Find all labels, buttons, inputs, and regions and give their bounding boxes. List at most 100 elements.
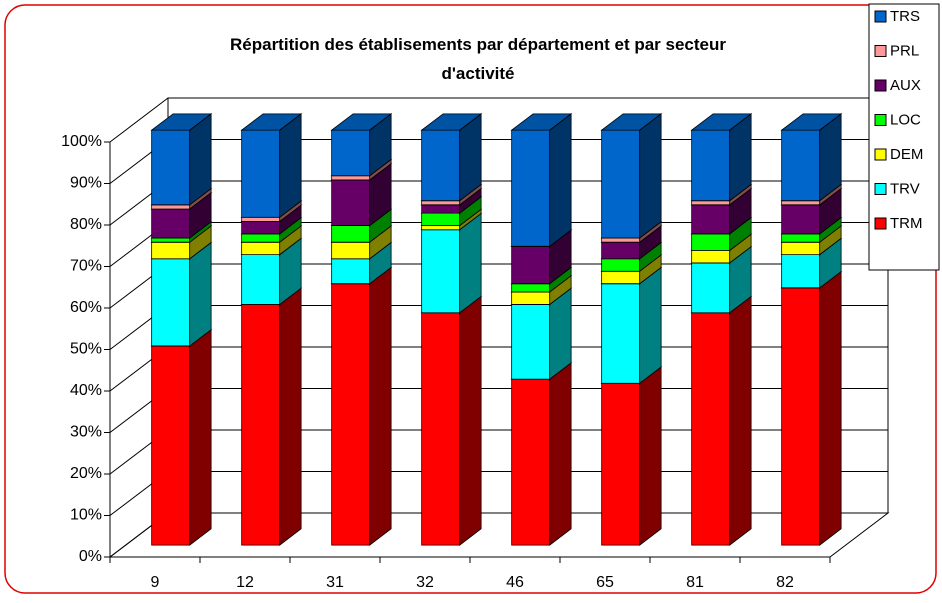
legend: TRS PRL AUX LOC DEM TRV TRM <box>868 3 940 271</box>
x-tick-label: 82 <box>776 574 794 591</box>
bar <box>331 225 371 243</box>
bar-side <box>639 113 662 239</box>
bar <box>331 175 371 181</box>
bar-top <box>690 113 753 131</box>
bar <box>421 229 461 314</box>
bar <box>241 233 281 243</box>
bar <box>781 241 821 256</box>
bar <box>151 241 191 260</box>
x-tick-label: 46 <box>506 574 524 591</box>
bar-side <box>189 241 212 347</box>
legend-swatch <box>874 114 887 126</box>
bar-top <box>240 113 303 131</box>
bar <box>601 258 641 272</box>
legend-label: TRS <box>890 8 920 25</box>
x-tick-label: 12 <box>236 574 254 591</box>
y-tick-label: 10% <box>70 507 102 524</box>
bar-top <box>420 113 483 131</box>
bar <box>511 291 551 305</box>
bar <box>601 270 641 285</box>
bar-top <box>780 113 843 131</box>
bar <box>511 283 551 293</box>
bar <box>511 378 551 546</box>
bar <box>331 258 371 285</box>
y-tick-label: 20% <box>70 465 102 482</box>
legend-swatch <box>874 183 887 195</box>
bar-top <box>510 113 573 131</box>
bar <box>241 216 281 222</box>
grid-line <box>109 97 888 143</box>
bar <box>511 129 551 247</box>
bar <box>421 225 461 231</box>
bar <box>241 254 281 305</box>
bar <box>781 129 821 202</box>
plot-area: 0% 10% 20% 30% 40% 50% 60% 70% 80% 90% 100% 9 12 31 32… <box>61 97 890 591</box>
bar-side <box>549 113 572 248</box>
bar-side <box>819 270 842 546</box>
legend-swatch <box>874 45 887 57</box>
y-tick-label: 80% <box>70 216 102 233</box>
bar-side <box>279 287 302 546</box>
y-tick-label: 50% <box>70 341 102 358</box>
bar <box>691 204 731 235</box>
x-tick-label: 31 <box>326 574 344 591</box>
bar <box>421 212 461 226</box>
legend-swatch <box>874 10 887 23</box>
bar <box>601 129 641 239</box>
y-tick-label: 90% <box>70 175 102 192</box>
x-tick-label: 81 <box>686 574 704 591</box>
bar <box>601 283 641 384</box>
y-tick-label: 60% <box>70 299 102 316</box>
bar-side <box>639 366 662 546</box>
bar <box>691 312 731 546</box>
bar <box>691 262 731 314</box>
bar-top <box>150 113 213 131</box>
bar-side <box>189 328 212 546</box>
bar <box>151 129 191 206</box>
bar-top <box>600 113 663 131</box>
legend-label: PRL <box>890 42 919 59</box>
bar <box>781 233 821 243</box>
bar <box>601 241 641 260</box>
x-tick-label: 9 <box>151 574 160 591</box>
bar-side <box>279 113 302 219</box>
bar-side <box>729 295 752 546</box>
bar <box>601 237 641 243</box>
legend-label: AUX <box>890 77 921 94</box>
bar <box>511 245 551 285</box>
floor <box>108 512 890 558</box>
bar <box>331 283 371 546</box>
y-tick-label: 70% <box>70 258 102 275</box>
bar <box>691 250 731 264</box>
legend-label: TRV <box>890 180 920 197</box>
bar <box>241 221 281 235</box>
bar-side <box>459 295 482 546</box>
bar <box>421 200 461 206</box>
x-tick-label: 65 <box>596 574 614 591</box>
bar <box>421 312 461 546</box>
legend-label: DEM <box>890 146 923 163</box>
bar <box>241 304 281 546</box>
bar <box>421 204 461 214</box>
chart-title: Répartition des établisements par départ… <box>230 35 726 83</box>
bar <box>691 200 731 206</box>
bar <box>241 129 281 218</box>
bar-side <box>639 266 662 385</box>
bar <box>781 287 821 546</box>
bar <box>421 129 461 202</box>
y-tick-label: 40% <box>70 382 102 399</box>
y-tick-label: 0% <box>79 548 102 565</box>
bar <box>691 129 731 202</box>
y-tick-label: 100% <box>61 133 102 150</box>
bar-side <box>459 212 482 314</box>
bar <box>331 129 371 177</box>
bar <box>151 208 191 239</box>
bar <box>781 204 821 235</box>
legend-label: TRM <box>890 215 923 232</box>
bar <box>511 304 551 380</box>
x-tick-label: 32 <box>416 574 434 591</box>
bar <box>151 258 191 347</box>
bar <box>151 237 191 243</box>
bar <box>691 233 731 251</box>
